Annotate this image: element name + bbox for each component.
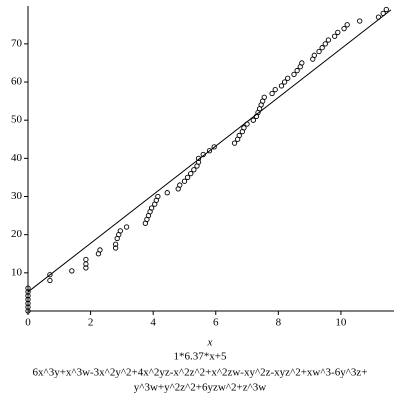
point [25,289,31,295]
point [344,22,350,28]
point [25,296,31,303]
point [211,144,217,150]
point [250,117,256,123]
point [47,272,53,278]
fit-line [27,9,392,293]
point [316,48,322,55]
point [299,60,305,66]
point [294,67,300,74]
point [25,308,31,314]
point [112,241,119,247]
point [281,79,288,85]
point [332,33,338,39]
point [83,265,89,271]
x-axis-label: x [207,337,213,349]
y-tick-label: 50 [11,114,23,126]
point [341,25,347,32]
point [357,18,363,24]
y-tick-label: 40 [11,152,23,164]
y-tick-label: 10 [11,266,23,278]
point [164,190,170,196]
point [83,256,89,263]
point [236,132,242,139]
point [191,167,197,173]
y-tick-label: 20 [11,228,23,240]
point [269,90,275,97]
point [325,37,332,43]
point [335,29,341,36]
point [272,87,278,93]
point [195,155,202,162]
point [311,52,317,58]
point [123,224,130,230]
point [383,6,389,13]
point [112,245,119,251]
x-tick-label: 0 [25,317,31,329]
x-tick-label: 4 [150,317,156,329]
point [278,83,285,89]
caption: y^3w+y^2z^2+6yzw^2+z^3w [134,382,266,394]
point [181,178,188,184]
point [322,41,328,47]
y-tick-label: 60 [11,76,23,88]
point [291,71,297,78]
point [261,94,267,100]
point [241,125,247,131]
caption: 1*6.37*x+5 [174,351,227,363]
y-tick-label: 30 [11,190,23,202]
point [148,205,155,211]
x-tick-label: 6 [213,317,219,329]
point [177,182,183,188]
point [69,268,75,274]
x-tick-label: 8 [276,317,282,329]
x-tick-label: 10 [335,317,347,329]
point [25,304,31,310]
point [184,174,191,181]
point [25,285,31,291]
point [47,277,53,284]
point [319,45,325,51]
point [155,193,161,200]
point [188,170,194,177]
point [25,300,31,307]
point [25,293,31,299]
point [117,228,123,234]
point [97,247,103,253]
caption: 6x^3y+x^3w-3x^2y^2+4x^2yz-x^2z^2+x^2zw-x… [33,367,368,379]
y-tick-label: 70 [11,37,23,49]
x-tick-label: 2 [88,317,94,329]
point [206,148,213,154]
point [285,75,291,81]
point [231,140,238,146]
